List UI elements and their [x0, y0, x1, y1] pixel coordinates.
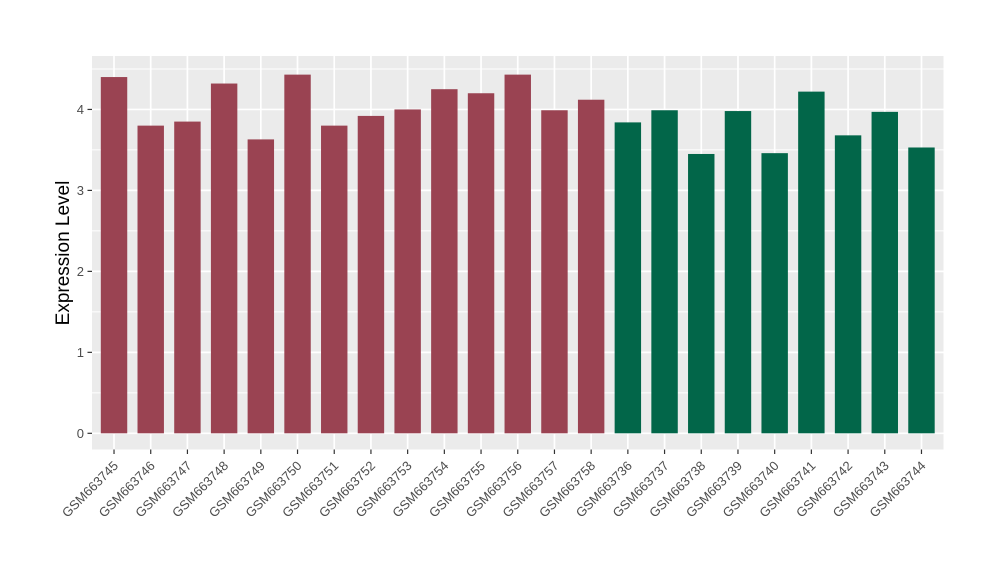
bar-GSM663748 [210, 83, 238, 434]
bar-GSM663746 [137, 125, 164, 434]
bar-GSM663753 [394, 109, 421, 434]
bar-GSM663747 [174, 121, 201, 434]
bar-GSM663754 [431, 89, 458, 434]
bar-GSM663736 [614, 122, 642, 434]
bar-GSM663752 [357, 115, 385, 434]
bar-GSM663741 [798, 91, 825, 434]
y-tick-label: 0 [77, 426, 84, 441]
y-axis-title: Expression Level [53, 180, 74, 326]
bar-GSM663749 [247, 139, 275, 434]
bar-GSM663745 [100, 77, 128, 434]
bar-GSM663742 [834, 135, 862, 434]
bar-GSM663755 [467, 93, 495, 434]
bar-GSM663757 [541, 110, 568, 434]
y-tick-label: 3 [77, 183, 84, 198]
bar-GSM663743 [871, 111, 898, 434]
bar-GSM663739 [724, 111, 752, 434]
y-tick-label: 4 [77, 102, 84, 117]
y-tick-label: 2 [77, 264, 84, 279]
bar-GSM663744 [908, 147, 935, 434]
bar-GSM663740 [761, 153, 788, 434]
bar-GSM663737 [651, 110, 678, 434]
bar-GSM663758 [577, 99, 605, 434]
bar-GSM663751 [321, 125, 348, 434]
bar-GSM663750 [284, 74, 311, 434]
bar-GSM663756 [504, 74, 531, 434]
y-tick-label: 1 [77, 345, 84, 360]
bar-GSM663738 [688, 153, 715, 434]
